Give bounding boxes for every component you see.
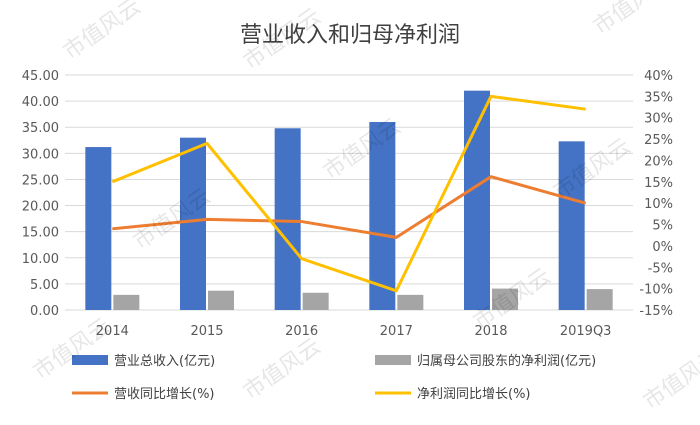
y-right-tick-label: 15% [644, 176, 673, 191]
series-line [112, 175, 587, 239]
x-tick-label: 2018 [474, 324, 507, 339]
series-line [111, 94, 586, 293]
x-tick-label: 2014 [96, 324, 129, 339]
legend-swatch [375, 355, 411, 365]
y-left-tick-label: 30.00 [22, 147, 59, 162]
bars [85, 90, 613, 311]
bar [586, 289, 613, 310]
bar [180, 137, 206, 310]
watermark-text: 市值风云 [589, 0, 675, 40]
legend-label: 归属母公司股东的净利润(亿元) [417, 353, 596, 369]
bar [369, 122, 396, 310]
y-left-tick-label: 15.00 [22, 226, 59, 241]
bar [274, 128, 301, 310]
y-right-tick-label: 10% [644, 197, 673, 212]
y-right-tick-label: 0% [652, 240, 673, 255]
y-right-tick-label: 35% [644, 90, 673, 105]
legend-swatch [72, 355, 108, 365]
legend-label: 营业总收入(亿元) [114, 354, 215, 369]
chart-title: 营业收入和归母净利润 [240, 23, 460, 48]
bar [208, 290, 234, 310]
y-right-tick-label: 5% [652, 219, 673, 234]
bar [85, 147, 112, 310]
y-right-tick-label: 20% [644, 154, 673, 169]
y-right-tick-label: -10% [639, 283, 673, 298]
bar [302, 292, 329, 310]
x-tick-label: 2016 [285, 324, 318, 339]
y-right-tick-label: -5% [648, 261, 673, 276]
y-left-tick-label: 25.00 [22, 173, 59, 188]
y-left-tick-label: 35.00 [22, 121, 59, 136]
y-right-tick-label: -15% [639, 304, 673, 319]
bar [113, 294, 140, 310]
y-left-tick-label: 20.00 [22, 200, 59, 215]
y-right-tick-label: 25% [644, 133, 673, 148]
x-tick-label: 2017 [380, 324, 413, 339]
bar [397, 294, 424, 310]
legend-label: 净利润同比增长(%) [417, 387, 531, 402]
bar [558, 141, 585, 310]
bar [492, 288, 518, 310]
watermark-text: 市值风云 [239, 334, 325, 405]
gridlines [65, 74, 633, 311]
y-left-tick-label: 40.00 [22, 95, 59, 110]
axis-labels: 0.00 5.00 10.00 15.00 20.00 25.00 30.00 35.00 40… [22, 69, 673, 339]
y-left-tick-label: 10.00 [22, 252, 59, 267]
line-series [111, 94, 587, 293]
x-tick-label: 2019Q3 [560, 324, 612, 339]
legend-label: 营收同比增长(%) [114, 387, 215, 402]
y-left-tick-label: 5.00 [30, 278, 59, 293]
y-right-tick-label: 40% [644, 69, 673, 84]
y-right-tick-label: 30% [644, 112, 673, 127]
watermark-text: 市值风云 [639, 344, 700, 415]
y-left-tick-label: 45.00 [22, 69, 59, 84]
y-left-tick-label: 0.00 [30, 304, 59, 319]
legend: 营业总收入(亿元) 归属母公司股东的净利润(亿元) 营收同比增长(%) 净利润同比增长… [72, 353, 596, 402]
watermark-text: 市值风云 [59, 0, 145, 65]
watermark-text: 市值风云 [29, 314, 115, 385]
x-tick-label: 2015 [190, 324, 223, 339]
